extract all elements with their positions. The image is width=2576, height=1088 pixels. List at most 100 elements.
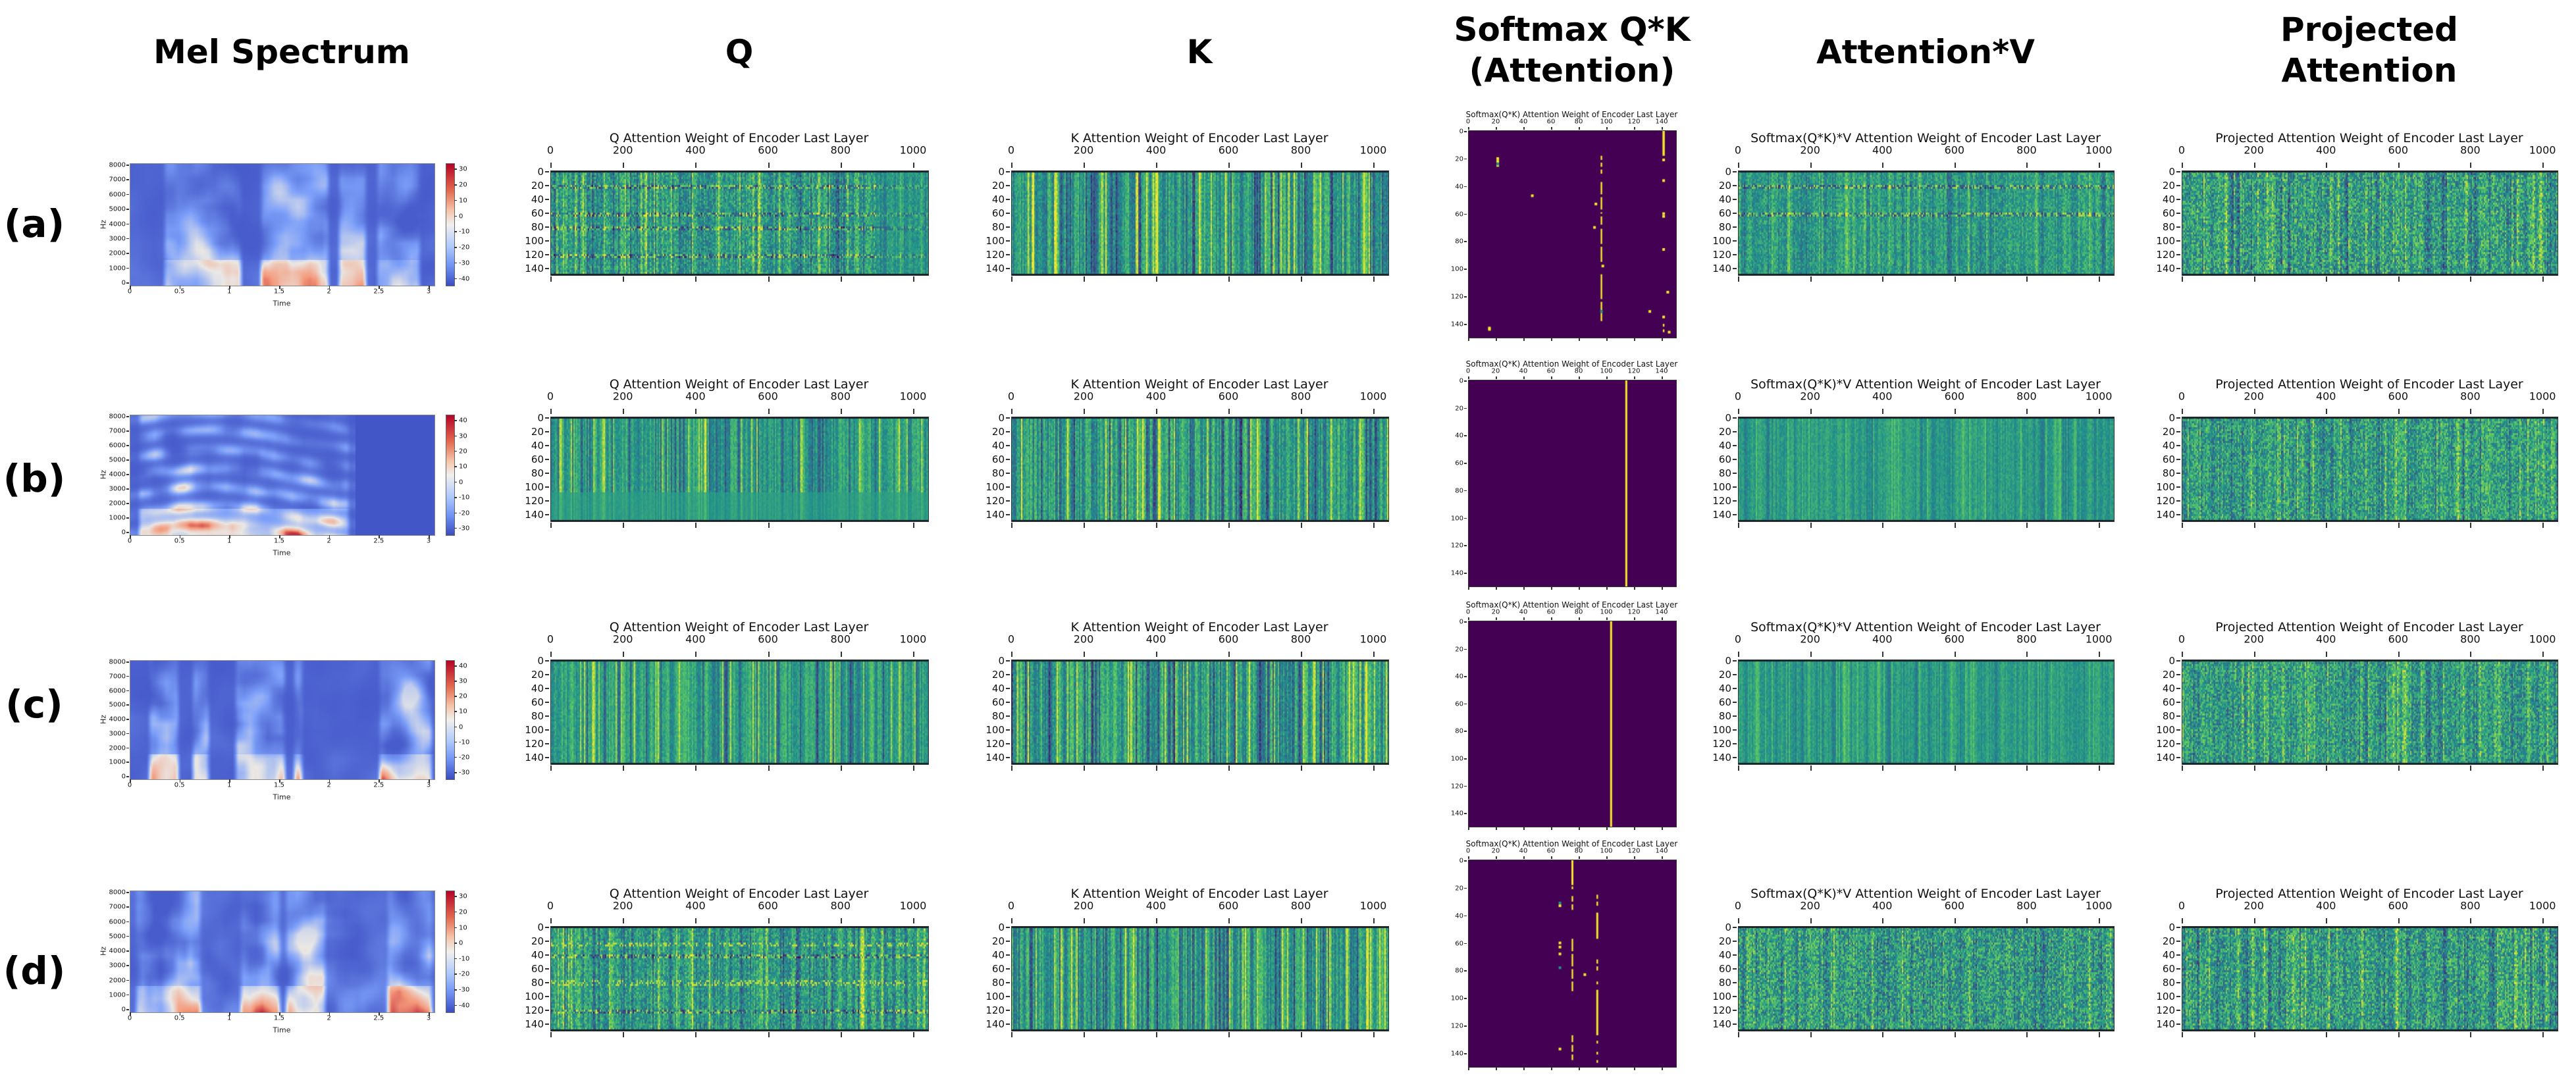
- y-tick-label: 100: [1450, 515, 1463, 523]
- tick-mark: [126, 661, 129, 663]
- tick-mark: [1523, 1068, 1525, 1070]
- y-tick-label: 140: [525, 263, 544, 275]
- tick-mark: [1733, 226, 1737, 228]
- colorbar-tick-label: 0: [459, 213, 463, 220]
- x-axis-label: Time: [273, 548, 291, 557]
- tick-mark: [454, 943, 457, 944]
- tick-mark: [1156, 523, 1157, 528]
- tick-mark: [545, 1010, 549, 1012]
- x-tick-label: 400: [2315, 390, 2336, 403]
- tick-mark: [1733, 500, 1737, 502]
- tick-mark: [454, 1004, 457, 1006]
- tick-mark: [1006, 171, 1010, 172]
- x-tick-label: 2.5: [373, 781, 384, 789]
- y-tick-label: 120: [1450, 542, 1463, 550]
- tick-mark: [1954, 163, 1956, 168]
- tick-mark: [1733, 1010, 1737, 1012]
- tick-mark: [1373, 523, 1375, 528]
- x-tick-label: 2: [327, 288, 331, 296]
- tick-mark: [2176, 254, 2180, 256]
- tick-mark: [2099, 652, 2101, 657]
- tick-mark: [1634, 376, 1635, 379]
- tick-mark: [2026, 409, 2028, 414]
- tick-mark: [1606, 1068, 1608, 1070]
- colorbar-tick-label: 10: [459, 197, 467, 205]
- x-tick-label: 20: [1491, 118, 1500, 126]
- tick-mark: [1810, 765, 1812, 771]
- tick-mark: [379, 286, 380, 289]
- tick-mark: [840, 1032, 842, 1037]
- y-tick-label: 20: [1455, 885, 1463, 893]
- tick-mark: [126, 747, 129, 748]
- colorbar-tick-label: 20: [459, 448, 467, 455]
- tick-mark: [1228, 276, 1230, 282]
- tick-mark: [545, 941, 549, 943]
- tick-mark: [2326, 409, 2328, 414]
- tick-mark: [126, 267, 129, 269]
- tick-mark: [126, 445, 129, 446]
- tick-mark: [1301, 276, 1302, 282]
- tick-mark: [1464, 573, 1467, 574]
- heatmap-c-attv: [1738, 660, 2115, 765]
- x-tick-label: 0: [1465, 118, 1471, 126]
- y-tick-label: 0: [121, 1006, 126, 1014]
- tick-mark: [2326, 918, 2328, 923]
- x-tick-label: 0: [546, 633, 554, 646]
- tick-mark: [1084, 918, 1085, 923]
- x-tick-label: 400: [1872, 143, 1893, 157]
- y-tick-label: 0: [537, 921, 544, 933]
- tick-mark: [2176, 417, 2180, 419]
- tick-mark: [2253, 276, 2255, 282]
- tick-mark: [454, 756, 457, 758]
- colorbar-tick-label: 40: [459, 417, 467, 425]
- x-tick-label: 1.5: [274, 781, 284, 789]
- x-tick-label: 0: [127, 288, 132, 296]
- x-tick-label: 400: [685, 143, 706, 157]
- tick-mark: [329, 535, 330, 538]
- x-tick-label: 100: [1600, 608, 1613, 616]
- x-tick-label: 60: [1546, 118, 1556, 126]
- tick-mark: [2470, 918, 2472, 923]
- y-tick-label: 20: [531, 935, 544, 948]
- y-tick-label: 6000: [109, 191, 126, 199]
- tick-mark: [130, 779, 131, 783]
- colorbar-tick-label: 20: [459, 692, 467, 700]
- tick-mark: [1733, 715, 1737, 717]
- tick-mark: [2099, 276, 2101, 282]
- tick-mark: [1084, 523, 1085, 528]
- x-tick-label: 200: [2244, 899, 2264, 912]
- x-tick-label: 600: [2388, 633, 2409, 646]
- y-tick-label: 100: [1450, 265, 1463, 273]
- plot-title: Q Attention Weight of Encoder Last Layer: [609, 377, 869, 392]
- tick-mark: [1662, 617, 1663, 620]
- tick-mark: [840, 652, 842, 657]
- y-tick-label: 140: [1712, 509, 1731, 521]
- tick-mark: [1464, 296, 1467, 298]
- tick-mark: [1523, 376, 1525, 379]
- tick-mark: [695, 523, 697, 528]
- tick-mark: [2176, 240, 2180, 242]
- tick-mark: [623, 1032, 625, 1037]
- column-header-k: K: [1186, 33, 1213, 71]
- tick-mark: [695, 163, 697, 168]
- tick-mark: [768, 765, 770, 771]
- tick-mark: [1662, 338, 1663, 341]
- tick-mark: [2176, 674, 2180, 676]
- tick-mark: [2099, 765, 2101, 771]
- y-tick-label: 80: [2162, 977, 2175, 989]
- x-tick-label: 0: [1734, 899, 1742, 912]
- tick-mark: [1228, 163, 1230, 168]
- colorbar: [446, 415, 455, 536]
- y-tick-label: 20: [991, 669, 1005, 681]
- y-tick-label: 80: [531, 710, 544, 723]
- tick-mark: [1733, 213, 1737, 215]
- tick-mark: [1733, 268, 1737, 270]
- y-tick-label: 2000: [109, 744, 126, 752]
- y-tick-label: 140: [986, 1018, 1005, 1031]
- y-tick-label: 2000: [109, 249, 126, 257]
- tick-mark: [1496, 338, 1497, 341]
- x-tick-label: 0: [127, 537, 132, 545]
- tick-mark: [768, 409, 770, 414]
- tick-mark: [1733, 431, 1737, 433]
